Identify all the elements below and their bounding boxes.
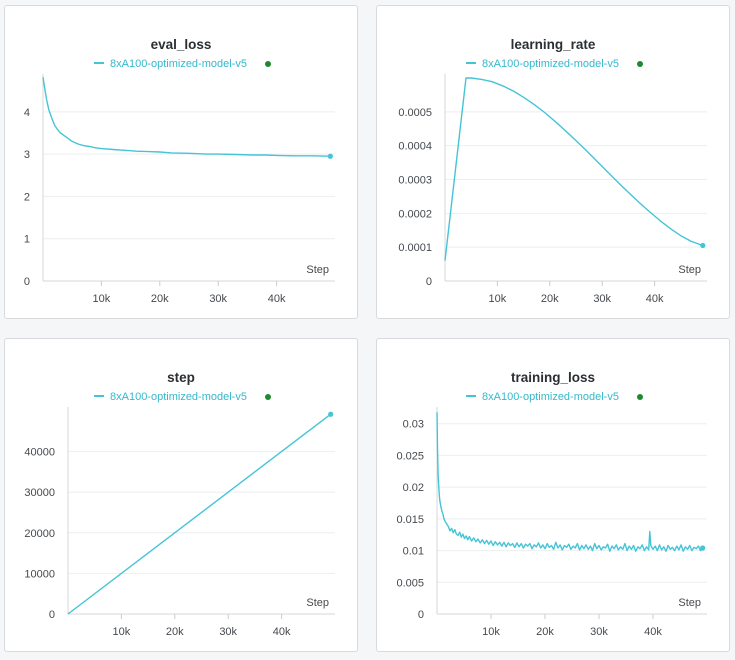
x-tick-label: 30k: [219, 626, 237, 638]
series-end-point[interactable]: [328, 411, 334, 417]
y-tick-label: 0.0004: [398, 141, 432, 153]
y-tick-label: 10000: [24, 568, 55, 580]
x-axis-label: Step: [678, 597, 701, 609]
x-tick-label: 10k: [113, 626, 131, 638]
x-tick-label: 20k: [166, 626, 184, 638]
chart-step: step 8xA100-optimized-model-v5 0 10000 20000…: [24, 370, 335, 638]
chart-panel-training-loss[interactable]: training_loss 8xA100-optimized-model-v5 0 0…: [376, 338, 730, 652]
chart-training-loss: training_loss 8xA100-optimized-model-v5 0 0…: [396, 370, 707, 638]
chart-title: training_loss: [511, 370, 595, 385]
series-line-learning-rate[interactable]: [444, 77, 704, 261]
run-status-dot: [637, 394, 643, 400]
legend-label[interactable]: 8xA100-optimized-model-v5: [482, 58, 619, 70]
y-tick-label: 0.005: [396, 577, 424, 589]
run-status-dot: [265, 394, 271, 400]
legend-label[interactable]: 8xA100-optimized-model-v5: [110, 58, 247, 70]
x-tick-label: 10k: [93, 293, 111, 305]
series-line-step[interactable]: [67, 413, 332, 615]
x-tick-label: 10k: [482, 626, 500, 638]
chart-title: step: [167, 370, 195, 385]
y-tick-label: 0.0001: [398, 242, 432, 254]
y-tick-label: 0.0003: [398, 175, 432, 187]
chart-panel-learning-rate[interactable]: learning_rate 8xA100-optimized-model-v5 0 0…: [376, 5, 730, 319]
series-end-point[interactable]: [700, 242, 706, 249]
x-tick-label: 10k: [489, 293, 507, 305]
legend-label[interactable]: 8xA100-optimized-model-v5: [110, 391, 247, 403]
y-tick-label: 0: [24, 276, 30, 288]
x-tick-label: 40k: [268, 293, 286, 305]
legend-label[interactable]: 8xA100-optimized-model-v5: [482, 391, 619, 403]
chart-eval-loss: eval_loss 8xA100-optimized-model-v5 0 1 2 3 4 1…: [24, 37, 335, 305]
run-status-dot: [265, 61, 271, 67]
run-status-dot: [637, 61, 643, 67]
chart-panel-step[interactable]: step 8xA100-optimized-model-v5 0 10000 20000…: [4, 338, 358, 652]
x-tick-label: 30k: [593, 293, 611, 305]
y-tick-label: 0.025: [396, 450, 424, 462]
y-tick-label: 0.02: [403, 482, 424, 494]
y-tick-label: 0: [426, 276, 432, 288]
x-tick-label: 20k: [536, 626, 554, 638]
chart-title: eval_loss: [151, 37, 212, 52]
y-tick-label: 30000: [24, 487, 55, 499]
x-tick-label: 20k: [151, 293, 169, 305]
x-tick-label: 30k: [590, 626, 608, 638]
x-tick-label: 30k: [209, 293, 227, 305]
chart-panel-eval-loss[interactable]: eval_loss 8xA100-optimized-model-v5 0 1 2 3 4 1…: [4, 5, 358, 319]
y-tick-label: 40000: [24, 447, 55, 459]
y-tick-label: 3: [24, 149, 30, 161]
x-tick-label: 40k: [644, 626, 662, 638]
y-tick-label: 0: [418, 609, 424, 621]
series-line-eval-loss[interactable]: [42, 77, 331, 157]
x-axis-label: Step: [678, 264, 701, 276]
x-tick-label: 40k: [273, 626, 291, 638]
y-tick-label: 0: [49, 609, 55, 621]
x-axis-label: Step: [306, 264, 329, 276]
y-tick-label: 1: [24, 234, 30, 246]
y-tick-label: 0.03: [403, 419, 424, 431]
y-tick-label: 4: [24, 107, 30, 119]
x-tick-label: 20k: [541, 293, 559, 305]
chart-title: learning_rate: [511, 37, 596, 52]
y-tick-label: 0.0005: [398, 107, 432, 119]
series-end-point[interactable]: [327, 153, 333, 159]
y-tick-label: 0.0002: [398, 208, 432, 220]
y-tick-label: 20000: [24, 528, 55, 540]
series-line-training-loss[interactable]: [436, 412, 704, 552]
y-tick-label: 0.015: [396, 514, 424, 526]
chart-learning-rate: learning_rate 8xA100-optimized-model-v5 0 0…: [398, 37, 707, 305]
x-axis-label: Step: [306, 597, 329, 609]
x-tick-label: 40k: [646, 293, 664, 305]
y-tick-label: 0.01: [403, 546, 424, 558]
series-end-point[interactable]: [700, 545, 706, 551]
y-tick-label: 2: [24, 191, 30, 203]
